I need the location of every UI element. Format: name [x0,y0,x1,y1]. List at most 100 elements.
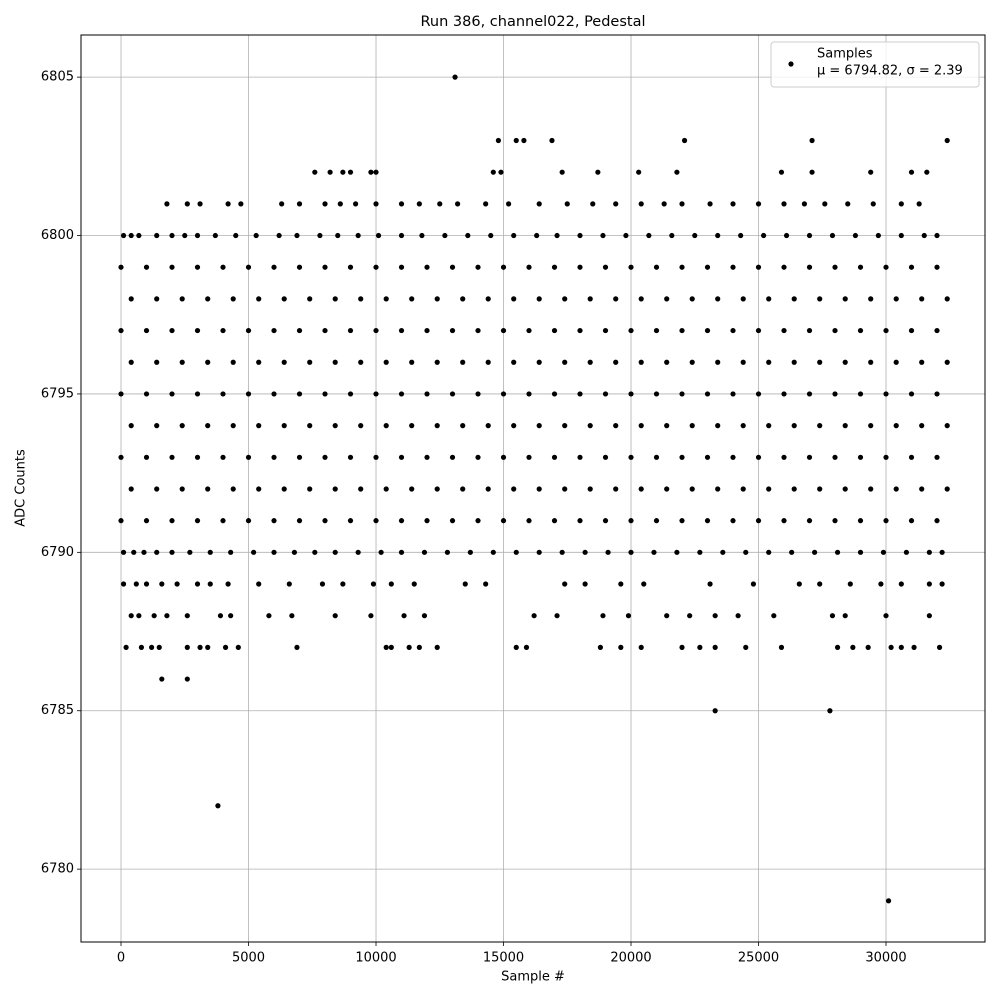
point [715,359,721,365]
point [230,486,236,492]
point [689,296,695,302]
x-axis-label: Sample # [501,970,565,985]
point [289,613,295,619]
point [916,201,922,207]
point [857,518,864,524]
point [222,644,229,650]
point [536,549,542,555]
point [730,264,736,270]
point [143,518,150,524]
point [812,549,818,555]
point [908,518,915,524]
point [602,518,609,524]
point [398,232,405,239]
point [307,423,313,429]
point [651,549,657,555]
point [133,581,139,587]
point [628,518,634,524]
point [332,486,338,492]
point [143,327,150,334]
point [885,898,892,904]
point [475,327,481,334]
point [919,423,925,429]
point [868,423,874,429]
point [358,296,364,302]
point [883,264,889,270]
point [488,232,494,239]
point [483,581,489,587]
point [452,74,458,80]
point [536,486,542,492]
point [220,264,226,270]
point [312,169,318,175]
point [136,613,142,619]
point [564,201,570,207]
point [638,201,644,207]
point [577,232,583,239]
point [500,264,507,270]
point [475,454,481,460]
point [296,327,303,334]
point [194,581,201,587]
point [883,518,889,524]
point [842,423,848,429]
point [559,169,565,175]
point [771,613,777,619]
point [485,486,491,492]
point [169,454,175,460]
point [857,264,864,270]
point [582,549,588,555]
point [842,613,848,619]
point [806,518,813,524]
point [669,232,675,239]
point [143,454,150,460]
point [587,359,593,365]
point [118,327,124,334]
point [136,232,142,239]
x-tick-label: 10000 [355,951,396,966]
point [789,549,795,555]
point [783,232,790,239]
point [600,613,606,619]
point [194,232,201,239]
point [791,486,797,492]
point [169,327,175,334]
point [398,391,405,397]
point [562,581,568,587]
point [424,391,430,397]
point [312,549,318,555]
point [485,359,491,365]
point [205,359,211,365]
point [207,581,213,587]
point [934,264,940,270]
point [143,264,150,270]
point [444,549,451,555]
point [919,296,925,302]
point [271,264,277,270]
point [919,486,925,492]
point [398,518,405,524]
point [551,391,558,397]
point [225,581,231,587]
point [179,423,185,429]
point [613,486,619,492]
point [500,327,507,334]
point [755,327,762,334]
point [154,549,160,555]
point [926,549,932,555]
point [375,232,382,239]
point [154,232,160,239]
point [370,581,377,587]
point [638,423,644,429]
point [577,454,583,460]
point [154,359,160,365]
point [898,232,904,239]
point [766,296,772,302]
y-axis-label: ADC Counts [14,449,29,527]
point [761,232,767,239]
point [511,296,517,302]
point [707,581,713,587]
point [347,264,354,270]
point [358,423,364,429]
point [511,423,517,429]
